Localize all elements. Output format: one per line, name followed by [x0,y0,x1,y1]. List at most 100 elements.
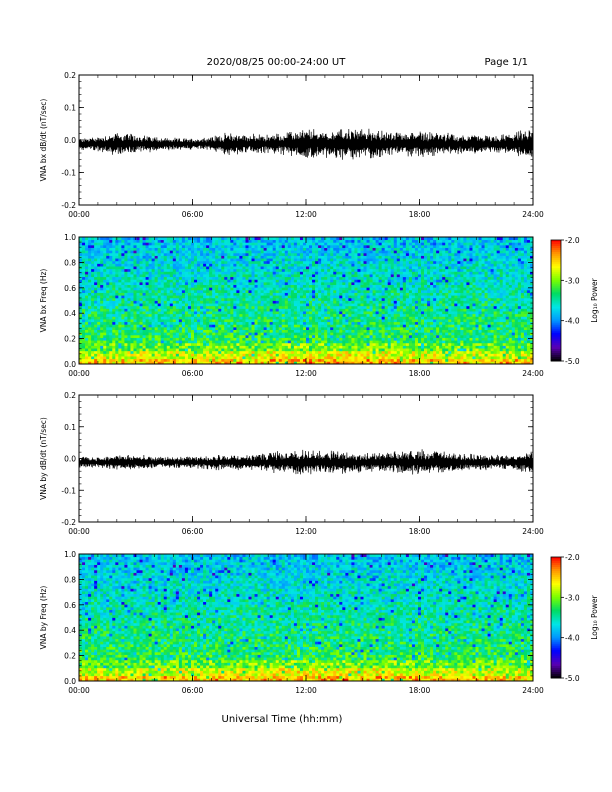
spectrogram-cell [339,266,343,270]
spectrogram-cell [169,332,174,336]
spectrogram-cell [133,268,137,272]
spectrogram-cell [278,276,283,280]
spectrogram-cell [194,266,198,270]
spectrogram-cell [181,250,186,254]
spectrogram-cell [351,308,355,312]
spectrogram-cell [197,263,201,267]
spectrogram-cell [345,329,349,333]
spectrogram-cell [324,313,328,317]
spectrogram-cell [130,353,134,357]
spectrogram-cell [112,358,116,362]
spectrogram-cell [278,334,283,338]
spectrogram-cell [290,361,295,365]
spectrogram-cell [233,271,237,275]
spectrogram-cell [351,348,355,352]
spectrogram-cell [115,326,119,331]
spectrogram-cell [100,342,104,346]
spectrogram-cell [121,311,125,315]
spectrogram-cell [375,268,380,272]
spectrogram-cell [257,239,261,243]
spectrogram-cell [384,324,389,328]
spectrogram-cell [115,334,119,338]
spectrogram-cell [118,334,122,338]
spectrogram-cell [190,287,195,291]
spectrogram-cell [272,284,277,288]
spectrogram-cell [112,268,116,272]
spectrogram-cell [88,258,92,262]
spectrogram-cell [299,276,304,280]
spectrogram-cell [181,324,186,328]
spectrogram-cell [236,271,240,275]
spectrogram-cell [224,244,228,248]
spectrogram-cell [351,252,355,256]
spectrogram-cell [157,292,162,296]
spectrogram-cell [172,305,177,309]
spectrogram-cell [366,274,370,278]
spectrogram-cell [236,337,240,341]
spectrogram-cell [142,279,146,283]
spectrogram-cell [212,348,216,352]
spectrogram-cell [324,295,328,299]
spectrogram-cell [178,247,183,251]
spectrogram-cell [369,337,373,341]
spectrogram-cell [351,361,355,365]
spectrogram-cell [97,305,101,309]
spectrogram-cell [354,356,358,360]
spectrogram-cell [266,289,271,293]
spectrogram-cell [296,350,301,354]
spectrogram-cell [203,350,207,354]
spectrogram-cell [91,287,95,291]
spectrogram-cell [296,250,301,254]
spectrogram-cell [221,329,225,333]
spectrogram-cell [172,252,177,256]
spectrogram-cell [127,345,131,349]
spectrogram-cell [245,348,249,352]
spectrogram-cell [372,284,377,288]
spectrogram-cell [260,305,265,309]
spectrogram-cell [190,279,195,283]
y-tick-label: -0.1 [61,169,76,178]
spectrogram-cell [121,242,125,246]
spectrogram-cell [209,356,213,360]
spectrogram-cell [154,348,159,352]
spectrogram-cell [287,279,292,283]
spectrogram-cell [203,289,207,293]
spectrogram-cell [363,255,367,259]
spectrogram-cell [118,292,122,296]
spectrogram-cell [327,274,331,278]
spectrogram-cell [248,348,252,352]
spectrogram-cell [260,287,265,291]
spectrogram-cell [275,244,280,248]
spectrogram-cell [284,284,289,288]
spectrogram-cell [145,342,150,346]
spectrogram-cell [381,237,386,241]
spectrogram-cell [293,289,298,293]
spectrogram-cell [366,260,370,264]
spectrogram-cell [200,308,204,312]
spectrogram-cell [206,289,210,293]
spectrogram-cell [121,303,125,307]
spectrogram-cell [287,255,292,259]
spectrogram-cell [106,300,110,304]
spectrogram-cell [245,350,249,354]
spectrogram-cell [324,329,328,333]
spectrogram-cell [227,356,231,360]
spectrogram-cell [296,281,301,286]
spectrogram-cell [187,271,192,275]
spectrogram-cell [357,348,361,352]
spectrogram-cell [251,287,255,291]
spectrogram-cell [248,324,252,328]
spectrogram-cell [145,263,150,267]
spectrogram-cell [348,297,352,301]
spectrogram-cell [166,268,171,272]
spectrogram-cell [233,326,237,331]
spectrogram-cell [318,311,322,315]
spectrogram-cell [369,308,373,312]
spectrogram-cell [190,308,195,312]
spectrogram-cell [293,353,298,357]
spectrogram-cell [109,271,113,275]
spectrogram-cell [233,319,237,323]
spectrogram-cell [127,319,131,323]
spectrogram-cell [103,287,107,291]
spectrogram-cell [206,332,210,336]
